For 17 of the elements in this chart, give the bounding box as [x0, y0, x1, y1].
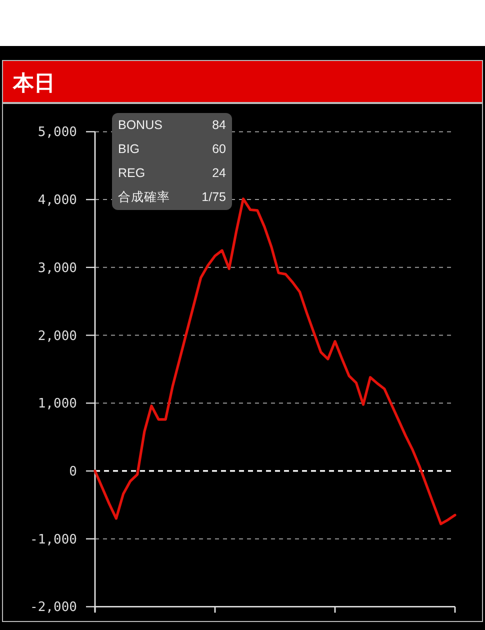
title: 本日 [13, 71, 55, 95]
annotation: BONUS [118, 118, 162, 132]
annotation: 合成確率 [118, 190, 170, 204]
y-tick-label: 5,000 [38, 125, 77, 140]
y-tick-label: 0 [69, 464, 77, 480]
y-tick-label: 3,000 [38, 260, 77, 276]
annotation: 84 [212, 118, 226, 132]
y-tick-label: 1,000 [38, 396, 77, 412]
annotation: 60 [212, 142, 226, 156]
y-tick-label: -1,000 [30, 532, 77, 548]
y-tick-label: 2,000 [38, 328, 77, 344]
y-tick-label: 4,000 [38, 193, 77, 208]
annotation: BIG [118, 142, 140, 156]
annotation: 1/75 [202, 190, 226, 204]
y-tick-label: -2,000 [30, 600, 77, 616]
annotation: 24 [212, 166, 226, 180]
annotation: REG [118, 166, 146, 180]
